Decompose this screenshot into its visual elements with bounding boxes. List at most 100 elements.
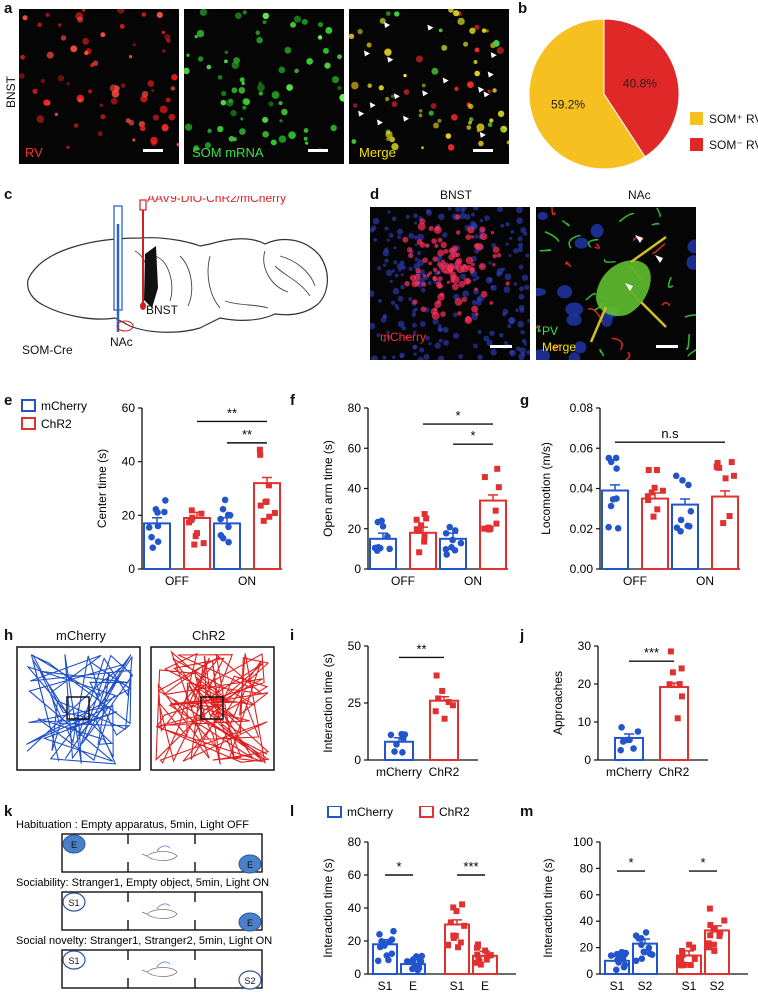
cell bbox=[441, 262, 450, 270]
cell bbox=[404, 280, 410, 287]
significance-label: * bbox=[455, 408, 460, 423]
data-point bbox=[477, 961, 484, 968]
chart-locomotion: 0.00 0.02 0.04 0.06 0.08 Locomotion (m/s) OFF O… bbox=[539, 401, 740, 588]
data-point bbox=[644, 493, 651, 500]
data-point bbox=[263, 498, 270, 505]
cell bbox=[84, 50, 89, 56]
data-point bbox=[605, 523, 612, 531]
nucleus bbox=[574, 341, 587, 354]
x-tick-label: S1 bbox=[610, 979, 625, 993]
data-point bbox=[421, 511, 428, 518]
x-tick-label: OFF bbox=[623, 574, 647, 588]
fiber bbox=[539, 249, 552, 252]
nucleus bbox=[400, 273, 404, 277]
nucleus bbox=[488, 261, 492, 265]
data-point bbox=[710, 941, 717, 948]
nucleus bbox=[414, 221, 418, 225]
x-tick-label: S1 bbox=[450, 979, 465, 993]
data-point bbox=[149, 544, 157, 551]
nucleus bbox=[396, 228, 404, 235]
injection-syringe-top bbox=[139, 199, 147, 211]
nucleus bbox=[408, 297, 413, 302]
cell bbox=[432, 256, 438, 262]
legend-swatch bbox=[21, 417, 36, 430]
cell bbox=[100, 114, 106, 120]
x-tick-label: ON bbox=[238, 574, 256, 588]
nucleus bbox=[600, 311, 613, 327]
nucleus bbox=[565, 302, 584, 317]
data-point bbox=[446, 523, 454, 531]
cell bbox=[428, 225, 434, 231]
data-point bbox=[632, 957, 640, 965]
scale-bar bbox=[308, 149, 328, 152]
significance-label: * bbox=[628, 855, 633, 870]
cell bbox=[184, 123, 193, 131]
data-point bbox=[677, 961, 684, 968]
data-point bbox=[443, 551, 451, 558]
cell bbox=[288, 131, 296, 140]
data-point bbox=[473, 959, 480, 966]
nucleus bbox=[517, 236, 523, 242]
y-tick-label: 25 bbox=[348, 696, 362, 710]
x-tick-label: ChR2 bbox=[429, 765, 460, 779]
cell bbox=[406, 247, 413, 253]
data-point bbox=[445, 699, 452, 706]
cell bbox=[66, 82, 70, 86]
nucleus bbox=[414, 307, 418, 311]
cell bbox=[445, 133, 452, 139]
cell bbox=[303, 128, 309, 133]
data-point bbox=[451, 527, 459, 534]
cell bbox=[322, 47, 329, 54]
cell bbox=[437, 276, 443, 282]
cell bbox=[384, 48, 392, 56]
nucleus bbox=[513, 282, 518, 286]
cup-left-label: S1 bbox=[68, 956, 79, 966]
cell bbox=[467, 81, 474, 88]
cell bbox=[421, 83, 426, 88]
data-point bbox=[378, 938, 385, 945]
data-point bbox=[638, 941, 645, 949]
nucleus bbox=[500, 223, 505, 228]
fiber bbox=[565, 261, 572, 268]
data-point bbox=[706, 905, 713, 912]
legend-swatch bbox=[21, 399, 36, 412]
nucleus bbox=[412, 344, 418, 350]
nucleus bbox=[517, 320, 525, 328]
cell bbox=[489, 301, 494, 305]
cell bbox=[457, 311, 462, 316]
cell bbox=[418, 109, 423, 113]
cell bbox=[431, 67, 439, 75]
data-point bbox=[154, 538, 162, 545]
nucleus bbox=[438, 327, 443, 332]
cell bbox=[467, 226, 475, 234]
data-point bbox=[720, 520, 727, 527]
nucleus bbox=[393, 260, 398, 265]
nucleus bbox=[386, 334, 391, 339]
nucleus bbox=[413, 213, 418, 219]
data-point bbox=[386, 545, 393, 553]
data-point bbox=[645, 944, 653, 952]
cell bbox=[258, 91, 263, 96]
data-point bbox=[226, 511, 234, 519]
cell bbox=[492, 246, 500, 254]
bar bbox=[253, 482, 281, 570]
data-point bbox=[494, 465, 501, 472]
nucleus bbox=[426, 210, 433, 216]
cell bbox=[465, 256, 474, 265]
cell bbox=[132, 138, 136, 142]
y-tick-label: 0 bbox=[586, 967, 593, 981]
fiber bbox=[656, 207, 661, 218]
arrowhead bbox=[403, 115, 410, 122]
nucleus bbox=[386, 330, 390, 335]
data-point bbox=[684, 522, 691, 530]
cell bbox=[232, 137, 237, 142]
data-point bbox=[617, 746, 625, 754]
nucleus bbox=[382, 263, 387, 267]
track-mcherry bbox=[16, 646, 141, 771]
panel-letter-j: j bbox=[520, 627, 525, 644]
bar bbox=[671, 503, 699, 570]
nucleus bbox=[501, 267, 506, 272]
cell bbox=[419, 218, 426, 225]
cell bbox=[262, 130, 269, 138]
fiber bbox=[652, 243, 666, 255]
